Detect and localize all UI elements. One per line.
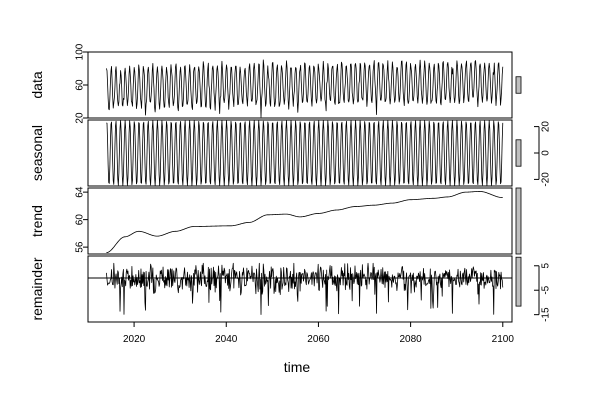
- y-tick-label-trend: 56: [75, 241, 86, 253]
- y-tick-label-trend: 64: [75, 186, 86, 198]
- y-tick-label-data: 60: [75, 79, 86, 91]
- x-tick-label: 2080: [399, 334, 422, 345]
- x-tick-label: 2100: [492, 334, 515, 345]
- y-tick-label-data: 100: [75, 43, 86, 60]
- panel-trend: 56 60 64 trend: [29, 186, 522, 255]
- panel-remainder: -15 -5 5 remainder: [29, 255, 552, 323]
- y-tick-label-remainder: -5: [541, 285, 552, 294]
- scale-bar-data: [515, 76, 522, 94]
- y-tick-label-seasonal: 0: [541, 150, 552, 156]
- x-tick-label: 2040: [215, 334, 238, 345]
- panel-label-trend: trend: [29, 205, 45, 237]
- y-tick-label-remainder: -15: [541, 307, 552, 322]
- series-line-seasonal: [106, 120, 504, 186]
- panel-seasonal: -20 0 20 seasonal: [29, 119, 552, 187]
- x-tick-label: 2020: [123, 334, 146, 345]
- y-tick-label-seasonal: 20: [541, 121, 552, 133]
- panel-label-seasonal: seasonal: [29, 125, 45, 181]
- panel-frame-seasonal: [87, 119, 513, 187]
- y-tick-label-trend: 60: [75, 214, 86, 226]
- panels: 2060100data-20020seasonal566064trend-15-…: [29, 43, 552, 323]
- x-tick-label: 2060: [307, 334, 330, 345]
- y-tick-label-data: 20: [75, 112, 86, 124]
- time-axis: 2020 2040 2060 2080 2100: [123, 321, 515, 345]
- panel-label-data: data: [29, 71, 45, 98]
- y-tick-label-remainder: 5: [541, 263, 552, 269]
- time-axis-title: time: [284, 359, 311, 375]
- scale-bar-trend: [515, 187, 522, 255]
- panel-data: 20 60 100 data: [29, 43, 522, 124]
- series-line-trend: [106, 191, 503, 254]
- panel-label-remainder: remainder: [29, 257, 45, 320]
- scale-bar-remainder: [515, 256, 522, 307]
- series-line-data: [106, 59, 504, 118]
- series-line-remainder: [106, 262, 504, 315]
- panel-frame-trend: [87, 187, 513, 255]
- y-tick-label-seasonal: -20: [541, 172, 552, 187]
- scale-bar-seasonal: [515, 139, 522, 167]
